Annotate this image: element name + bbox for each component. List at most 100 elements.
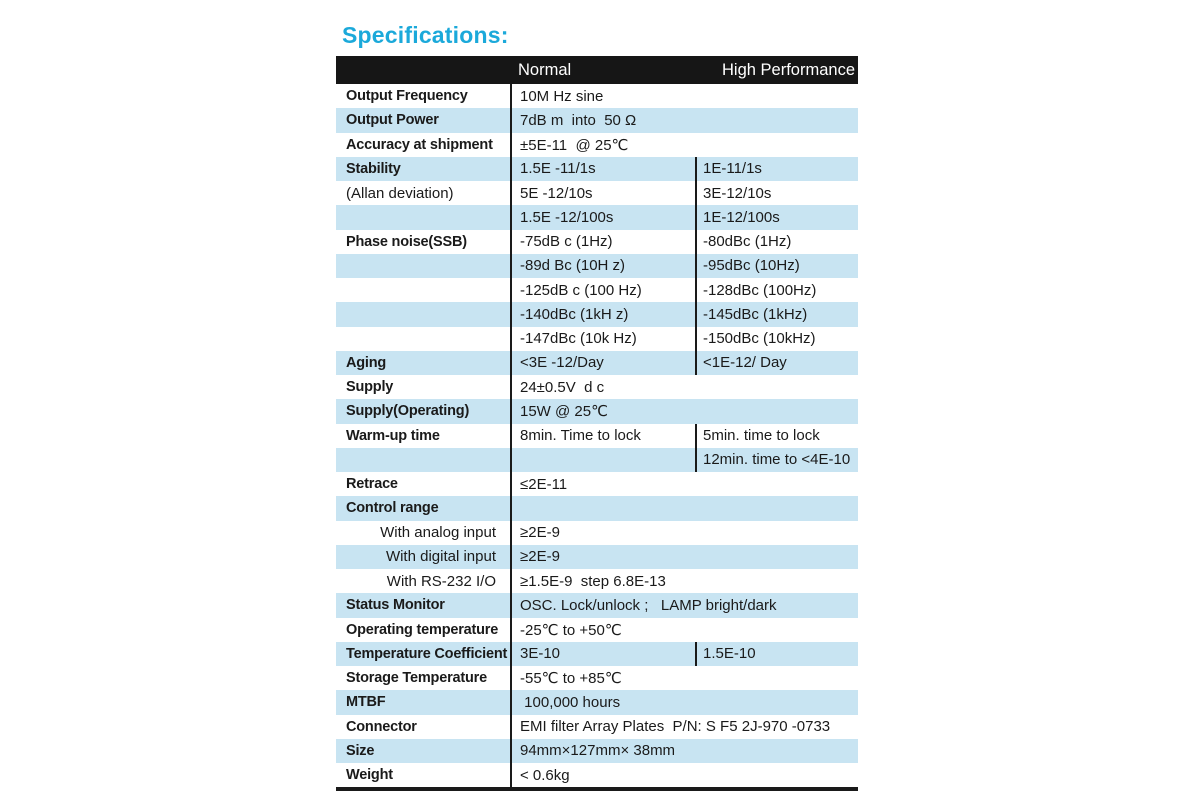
row-label: Stability — [346, 160, 401, 177]
cell-value: 7dB m into 50 Ω — [510, 108, 858, 133]
header-col-high: High Performance — [722, 60, 855, 79]
row-label: Output Frequency — [346, 88, 468, 105]
table-row: Weight < 0.6kg — [336, 763, 858, 788]
cell-normal: <3E -12/Day — [510, 350, 695, 375]
cell-high: -95dBc (10Hz) — [695, 253, 858, 278]
table-row: -147dBc (10k Hz) -150dBc (10kHz) — [336, 326, 858, 351]
table-row: With digital input ≥2E-9 — [336, 544, 858, 569]
table-row: Operating temperature -25℃ to +50℃ — [336, 617, 858, 642]
row-label: Control range — [346, 500, 439, 517]
row-label: Temperature Coefficient — [346, 645, 508, 662]
row-label — [336, 278, 510, 302]
row-label: MTBF — [346, 694, 386, 711]
cell-high: 1.5E-10 — [695, 641, 858, 666]
cell-value: 100,000 hours — [510, 690, 858, 715]
cell-high: 5min. time to lock — [695, 423, 858, 448]
table-bottom-rule — [336, 787, 858, 792]
row-label: With RS-232 I/O — [386, 572, 496, 590]
table-row: With analog input ≥2E-9 — [336, 520, 858, 545]
cell-normal: -75dB c (1Hz) — [510, 229, 695, 254]
row-label: Weight — [346, 767, 393, 784]
row-label: Output Power — [346, 112, 439, 129]
cell-value: < 0.6kg — [510, 763, 858, 788]
row-label: With digital input — [385, 548, 496, 566]
table-row: -125dB c (100 Hz) -128dBc (100Hz) — [336, 278, 858, 303]
table-row: Output Power 7dB m into 50 Ω — [336, 108, 858, 133]
table-row: Output Frequency 10M Hz sine — [336, 84, 858, 109]
cell-value: -25℃ to +50℃ — [510, 617, 858, 642]
header-col-normal: Normal — [518, 60, 572, 79]
table-row: -89d Bc (10H z) -95dBc (10Hz) — [336, 253, 858, 278]
row-label: Warm-up time — [346, 427, 440, 444]
row-label: Aging — [346, 354, 387, 371]
table-header: Normal High Performance — [336, 56, 858, 84]
row-label: Phase noise(SSB) — [346, 233, 467, 250]
cell-value: ±5E-11 @ 25℃ — [510, 132, 858, 157]
cell-value: 15W @ 25℃ — [510, 399, 858, 424]
cell-normal: 1.5E -11/1s — [510, 156, 695, 181]
table-row: Accuracy at shipment ±5E-11 @ 25℃ — [336, 132, 858, 157]
row-label: (Allan deviation) — [346, 184, 454, 202]
cell-value: ≥2E-9 — [510, 520, 858, 545]
row-label — [336, 254, 510, 278]
table-row: Retrace ≤2E-11 — [336, 472, 858, 497]
cell-high: -145dBc (1kHz) — [695, 302, 858, 327]
row-label: With analog input — [380, 524, 496, 542]
cell-normal — [510, 447, 695, 472]
table-row: Warm-up time 8min. Time to lock 5min. ti… — [336, 423, 858, 448]
cell-value: EMI filter Array Plates P/N: S F5 2J-970… — [510, 714, 858, 739]
row-label — [336, 205, 510, 229]
table-row: Connector EMI filter Array Plates P/N: S… — [336, 714, 858, 739]
cell-normal: -147dBc (10k Hz) — [510, 326, 695, 351]
cell-value: OSC. Lock/unlock ; LAMP bright/dark — [510, 593, 858, 618]
table-row: Status Monitor OSC. Lock/unlock ; LAMP b… — [336, 593, 858, 618]
cell-value: ≥2E-9 — [510, 544, 858, 569]
cell-high: -80dBc (1Hz) — [695, 229, 858, 254]
row-label: Status Monitor — [346, 597, 445, 614]
cell-high: 3E-12/10s — [695, 181, 858, 206]
table-row: (Allan deviation) 5E -12/10s 3E-12/10s — [336, 181, 858, 206]
table-row: Stability 1.5E -11/1s 1E-11/1s — [336, 156, 858, 181]
table-row: 12min. time to <4E-10 — [336, 447, 858, 472]
cell-high: -128dBc (100Hz) — [695, 278, 858, 303]
cell-high: 1E-12/100s — [695, 205, 858, 230]
table-row: -140dBc (1kH z) -145dBc (1kHz) — [336, 302, 858, 327]
row-label: Size — [346, 742, 375, 759]
table-row: Temperature Coefficient 3E-10 1.5E-10 — [336, 641, 858, 666]
cell-value: ≥1.5E-9 step 6.8E-13 — [510, 569, 858, 594]
row-label: Operating temperature — [346, 621, 499, 638]
cell-normal: -125dB c (100 Hz) — [510, 278, 695, 303]
cell-value — [510, 496, 858, 521]
cell-normal: -140dBc (1kH z) — [510, 302, 695, 327]
table-row: Aging <3E -12/Day <1E-12/ Day — [336, 350, 858, 375]
cell-high: 12min. time to <4E-10 — [695, 447, 858, 472]
table-row: Control range — [336, 496, 858, 521]
row-label — [336, 448, 510, 472]
row-label: Retrace — [346, 476, 398, 493]
cell-normal: 8min. Time to lock — [510, 423, 695, 448]
cell-value: 94mm×127mm× 38mm — [510, 738, 858, 763]
row-label: Connector — [346, 718, 417, 735]
cell-normal: 1.5E -12/100s — [510, 205, 695, 230]
cell-value: -55℃ to +85℃ — [510, 666, 858, 691]
table-row: Size 94mm×127mm× 38mm — [336, 738, 858, 763]
row-label: Storage Temperature — [346, 670, 487, 687]
table-row: MTBF 100,000 hours — [336, 690, 858, 715]
cell-high: <1E-12/ Day — [695, 350, 858, 375]
table-row: Storage Temperature -55℃ to +85℃ — [336, 666, 858, 691]
row-label: Supply — [346, 379, 394, 396]
cell-value: 10M Hz sine — [510, 84, 858, 109]
table-row: With RS-232 I/O ≥1.5E-9 step 6.8E-13 — [336, 569, 858, 594]
cell-high: 1E-11/1s — [695, 156, 858, 181]
cell-value: ≤2E-11 — [510, 472, 858, 497]
table-row: 1.5E -12/100s 1E-12/100s — [336, 205, 858, 230]
cell-high: -150dBc (10kHz) — [695, 326, 858, 351]
table-row: Supply 24±0.5V d c — [336, 375, 858, 400]
row-label — [336, 302, 510, 326]
cell-normal: 3E-10 — [510, 641, 695, 666]
page-title: Specifications: — [342, 22, 509, 48]
row-label — [336, 327, 510, 351]
table-row: Phase noise(SSB) -75dB c (1Hz) -80dBc (1… — [336, 229, 858, 254]
row-label: Accuracy at shipment — [346, 136, 493, 153]
cell-normal: -89d Bc (10H z) — [510, 253, 695, 278]
